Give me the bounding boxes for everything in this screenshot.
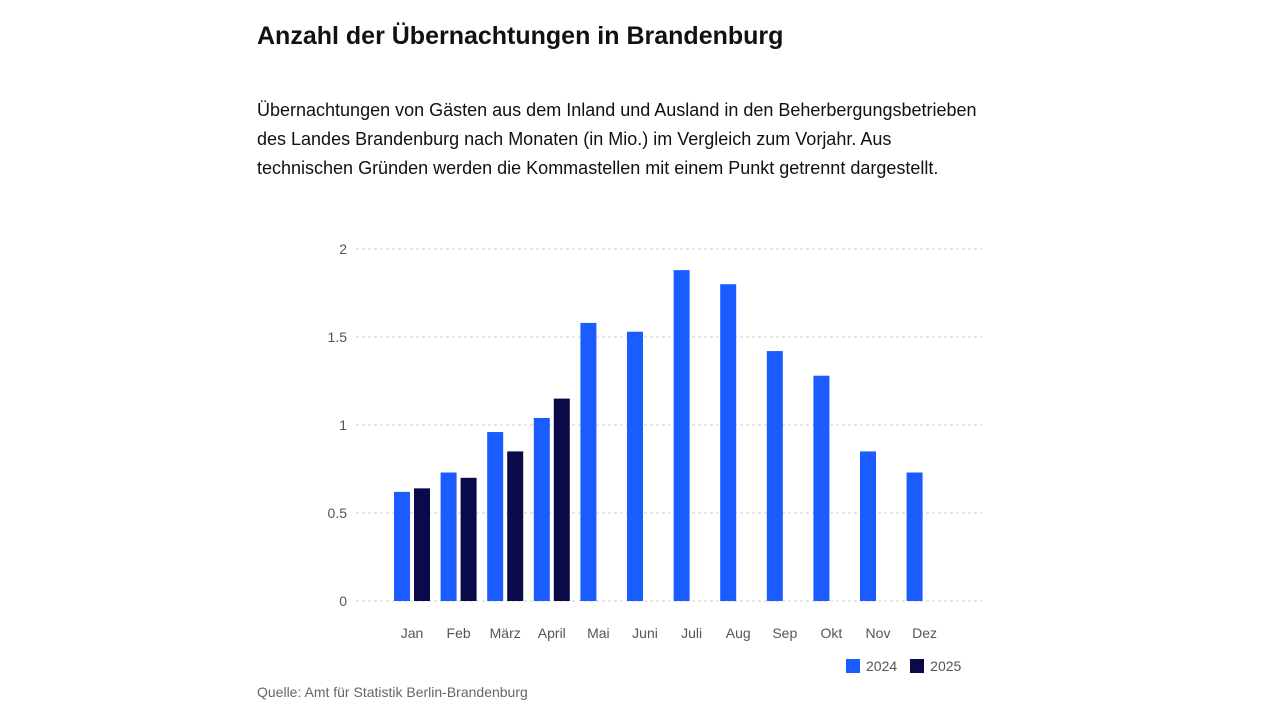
x-tick-label: April [538, 625, 566, 641]
x-tick-label: Juli [681, 625, 702, 641]
bar-2024-Juli [673, 270, 690, 601]
bars [394, 270, 923, 601]
bar-2024-Feb [440, 472, 457, 601]
bar-2024-Dez [906, 472, 923, 601]
x-tick-label: Aug [726, 625, 751, 641]
chart-subtitle: Übernachtungen von Gästen aus dem Inland… [257, 100, 977, 178]
x-tick-label: Mai [587, 625, 610, 641]
chart-title: Anzahl der Übernachtungen in Brandenburg [257, 22, 784, 50]
bar-2024-März [487, 432, 504, 601]
bar-2024-Aug [720, 284, 737, 601]
bar-2024-Nov [860, 451, 876, 601]
legend-label-2025: 2025 [930, 658, 962, 674]
y-tick-label: 2 [339, 241, 347, 257]
y-tick-label: 1.5 [328, 329, 348, 345]
grid-lines [356, 248, 982, 602]
x-tick-label: Jan [401, 625, 424, 641]
legend-label-2024: 2024 [866, 658, 898, 674]
x-tick-label: Dez [912, 625, 937, 641]
bar-2025-Jan [414, 488, 430, 601]
x-tick-label: Okt [821, 625, 843, 641]
bar-2025-Feb [460, 477, 477, 601]
x-tick-label: März [490, 625, 521, 641]
bar-2024-Juni [627, 331, 643, 601]
y-axis-ticks: 0 0.5 1 1.5 2 [328, 241, 348, 609]
y-tick-label: 0 [339, 593, 347, 609]
legend-swatch-2024 [846, 659, 860, 673]
x-tick-label: Sep [772, 625, 797, 641]
bar-2025-April [553, 398, 570, 601]
x-tick-label: Juni [632, 625, 658, 641]
source-note: Quelle: Amt für Statistik Berlin-Branden… [257, 684, 528, 700]
x-tick-label: Feb [447, 625, 471, 641]
bar-2024-Jan [394, 491, 410, 601]
bar-2024-April [533, 417, 550, 601]
bar-2024-Mai [580, 322, 597, 601]
bar-2025-März [507, 451, 524, 601]
legend-entry-2024: 2024 [846, 658, 897, 674]
y-tick-label: 0.5 [328, 505, 348, 521]
bar-2024-Sep [766, 351, 783, 601]
bar-2024-Okt [813, 375, 830, 601]
x-axis-ticks: Jan Feb März April Mai Juni Juli Aug Sep Okt Nov De… [401, 625, 937, 641]
legend-swatch-2025 [910, 659, 925, 673]
legend-entry-2025: 2025 [910, 658, 961, 674]
legend: 2024 2025 [846, 658, 967, 674]
y-tick-label: 1 [339, 417, 347, 433]
x-tick-label: Nov [866, 625, 891, 641]
